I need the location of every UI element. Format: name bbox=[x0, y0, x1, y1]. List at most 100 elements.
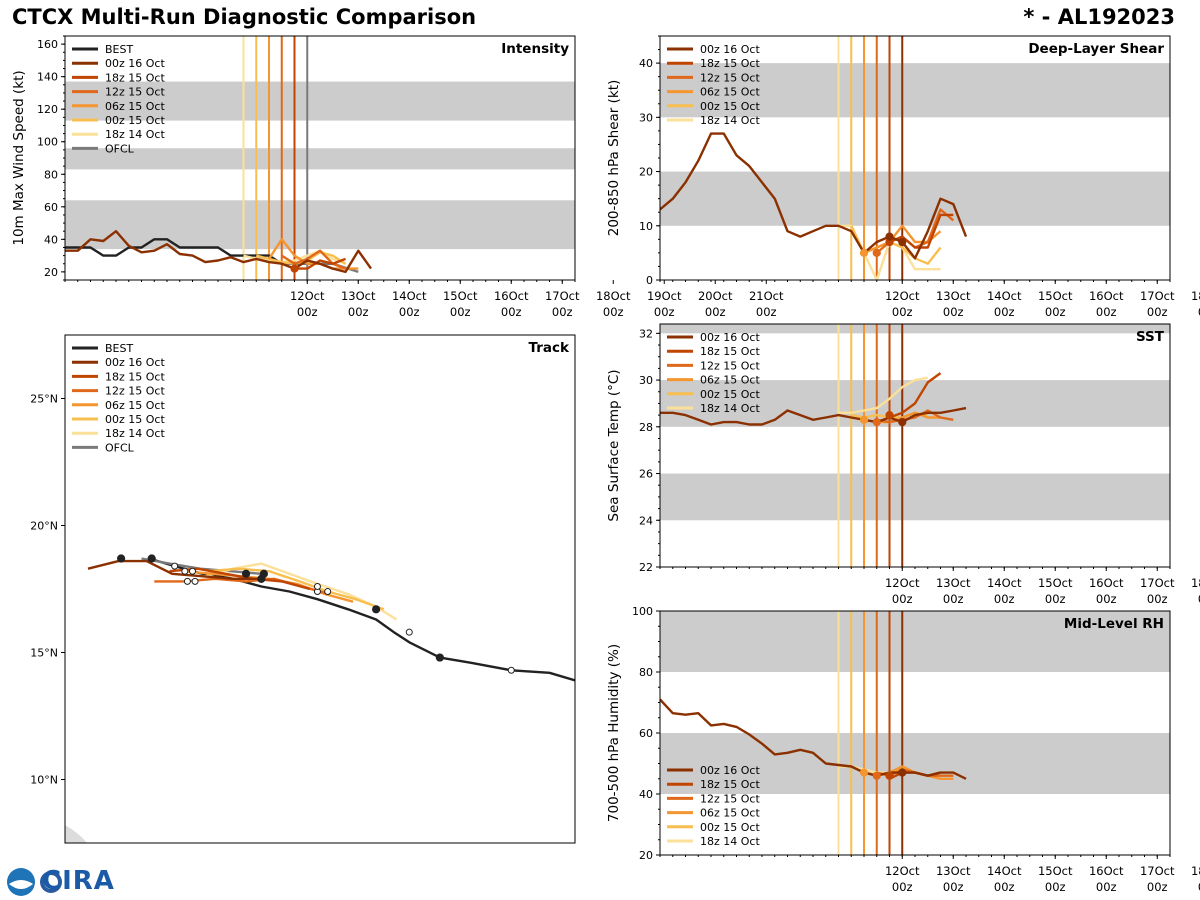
track-point-6 bbox=[313, 582, 321, 590]
shear-legend-label-2: 12z 15 Oct bbox=[700, 71, 760, 84]
rh-xtick-label-4-hour: 00z bbox=[1096, 880, 1117, 894]
shear-xtick-label-1-hour: 00z bbox=[943, 305, 964, 319]
track-point-9 bbox=[241, 569, 251, 578]
intensity-xtick-label-3: 15Oct bbox=[443, 289, 478, 303]
rh-plot bbox=[660, 611, 1170, 855]
shear-xtick-label-3: 15Oct bbox=[1038, 289, 1073, 303]
shear-series-00z-16-oct bbox=[660, 132, 968, 260]
shear-point-1 bbox=[859, 248, 869, 257]
track-point-15 bbox=[147, 554, 156, 563]
rh-series-00z-16-oct bbox=[660, 698, 967, 780]
intensity-xtick-label-3-hour: 00z bbox=[450, 305, 471, 319]
track-ytick-label-0: 10°N bbox=[30, 774, 58, 787]
track-legend-label-1: 00z 16 Oct bbox=[105, 356, 165, 369]
rh-xtick-label-1-hour: 00z bbox=[943, 880, 964, 894]
track-land-shape bbox=[65, 825, 87, 843]
sst-xtick-label-5-hour: 00z bbox=[1147, 592, 1168, 606]
shear-legend-label-3: 06z 15 Oct bbox=[700, 86, 760, 99]
track-legend-label-4: 06z 15 Oct bbox=[105, 399, 165, 412]
track-legend-label-6: 18z 14 Oct bbox=[105, 427, 165, 440]
shear-xtick-label-5: 17Oct bbox=[1140, 289, 1175, 303]
sst-point-1 bbox=[872, 418, 881, 427]
rh-xtick-label-5-hour: 00z bbox=[1147, 880, 1168, 894]
rh-band-1 bbox=[660, 611, 1170, 672]
rh-ytick-label-0: 20 bbox=[639, 849, 653, 862]
shear-xtick-label-3-hour: 00z bbox=[1045, 305, 1066, 319]
rh-xtick-label-5: 17Oct bbox=[1140, 864, 1175, 878]
intensity-xtick-label-2-hour: 00z bbox=[399, 305, 420, 319]
sst-xtick-label-5: 17Oct bbox=[1140, 576, 1175, 590]
rh-title: Mid-Level RH bbox=[1064, 616, 1164, 632]
rh-panel: 20 40 60 80 100 12Oct 00z 13Oct 00z 14Oct 00z 15Oct… bbox=[606, 605, 1200, 894]
intensity-band-0 bbox=[65, 200, 575, 250]
rh-point-3 bbox=[898, 768, 907, 777]
shear-ytick-label-3: 30 bbox=[639, 111, 653, 124]
rh-ylabel: 700-500 hPa Humidity (%) bbox=[606, 644, 622, 822]
intensity-xtick-label-8-hour: 00z bbox=[705, 305, 726, 319]
intensity-xtick-label-2: 14Oct bbox=[392, 289, 427, 303]
rh-ytick-label-1: 40 bbox=[639, 788, 653, 801]
rh-legend-label-1: 18z 15 Oct bbox=[700, 778, 760, 791]
sst-legend-label-1: 18z 15 Oct bbox=[700, 345, 760, 358]
intensity-legend-label-3: 12z 15 Oct bbox=[105, 86, 165, 99]
intensity-legend-label-1: 00z 16 Oct bbox=[105, 57, 165, 70]
track-legend-label-2: 18z 15 Oct bbox=[105, 370, 165, 383]
intensity-ytick-label-6: 140 bbox=[37, 71, 58, 84]
sst-point-0 bbox=[859, 415, 869, 424]
sst-band-2 bbox=[660, 324, 1170, 334]
shear-xtick-label-2-hour: 00z bbox=[994, 305, 1015, 319]
page-title: CTCX Multi-Run Diagnostic Comparison bbox=[12, 5, 477, 29]
intensity-xtick-label-4: 16Oct bbox=[494, 289, 529, 303]
sst-xtick-label-2: 14Oct bbox=[987, 576, 1022, 590]
intensity-legend-label-7: OFCL bbox=[105, 142, 135, 155]
track-point-1 bbox=[435, 653, 444, 662]
rh-legend-label-3: 06z 15 Oct bbox=[700, 807, 760, 820]
sst-point-3 bbox=[898, 418, 907, 427]
sst-ytick-label-1: 24 bbox=[639, 514, 653, 527]
track-point-11 bbox=[181, 567, 189, 575]
intensity-legend-label-2: 18z 15 Oct bbox=[105, 71, 165, 84]
track-point-3 bbox=[372, 605, 381, 614]
rh-band-0 bbox=[660, 733, 1170, 794]
cira-logo bbox=[7, 868, 62, 896]
shear-xtick-label-2: 14Oct bbox=[987, 289, 1022, 303]
sst-band-0 bbox=[660, 473, 1170, 521]
intensity-band-1 bbox=[65, 148, 575, 170]
track-point-16 bbox=[117, 554, 126, 563]
intensity-point-0 bbox=[290, 264, 299, 273]
rh-legend-label-2: 12z 15 Oct bbox=[700, 792, 760, 805]
intensity-ytick-label-5: 120 bbox=[37, 103, 58, 116]
rh-legend-label-5: 18z 14 Oct bbox=[700, 835, 760, 848]
shear-ytick-label-1: 10 bbox=[639, 220, 653, 233]
rh-xtick-label-0-hour: 00z bbox=[892, 880, 913, 894]
shear-legend-label-0: 00z 16 Oct bbox=[700, 43, 760, 56]
intensity-series-00z-16-oct bbox=[65, 229, 372, 274]
shear-title: Deep-Layer Shear bbox=[1028, 41, 1164, 57]
intensity-title: Intensity bbox=[501, 41, 569, 57]
track-title: Track bbox=[529, 340, 570, 356]
intensity-xtick-label-1-hour: 00z bbox=[348, 305, 369, 319]
sst-xtick-label-1: 13Oct bbox=[936, 576, 971, 590]
sst-ytick-label-5: 32 bbox=[639, 327, 653, 340]
intensity-xtick-label-5-hour: 00z bbox=[552, 305, 573, 319]
rh-point-0 bbox=[859, 768, 869, 777]
intensity-legend-label-0: BEST bbox=[105, 43, 133, 56]
sst-xtick-label-4-hour: 00z bbox=[1096, 592, 1117, 606]
shear-xtick-label-0-hour: 00z bbox=[892, 305, 913, 319]
sst-xtick-label-0: 12Oct bbox=[885, 576, 920, 590]
shear-xtick-label-0: 12Oct bbox=[885, 289, 920, 303]
track-legend-label-5: 00z 15 Oct bbox=[105, 413, 165, 426]
sst-legend-label-2: 12z 15 Oct bbox=[700, 359, 760, 372]
shear-ytick-label-2: 20 bbox=[639, 166, 653, 179]
track-ytick-label-2: 20°N bbox=[30, 520, 58, 533]
sst-series-18z-14-oct bbox=[838, 376, 929, 414]
sst-legend-label-3: 06z 15 Oct bbox=[700, 374, 760, 387]
track-point-4 bbox=[324, 588, 332, 596]
intensity-series-12z-15-oct bbox=[281, 249, 346, 270]
sst-legend-label-4: 00z 15 Oct bbox=[700, 388, 760, 401]
track-plot bbox=[65, 554, 575, 843]
sst-series-18z-15-oct bbox=[889, 372, 942, 419]
intensity-xtick-label-4-hour: 00z bbox=[501, 305, 522, 319]
track-legend-label-7: OFCL bbox=[105, 441, 135, 454]
